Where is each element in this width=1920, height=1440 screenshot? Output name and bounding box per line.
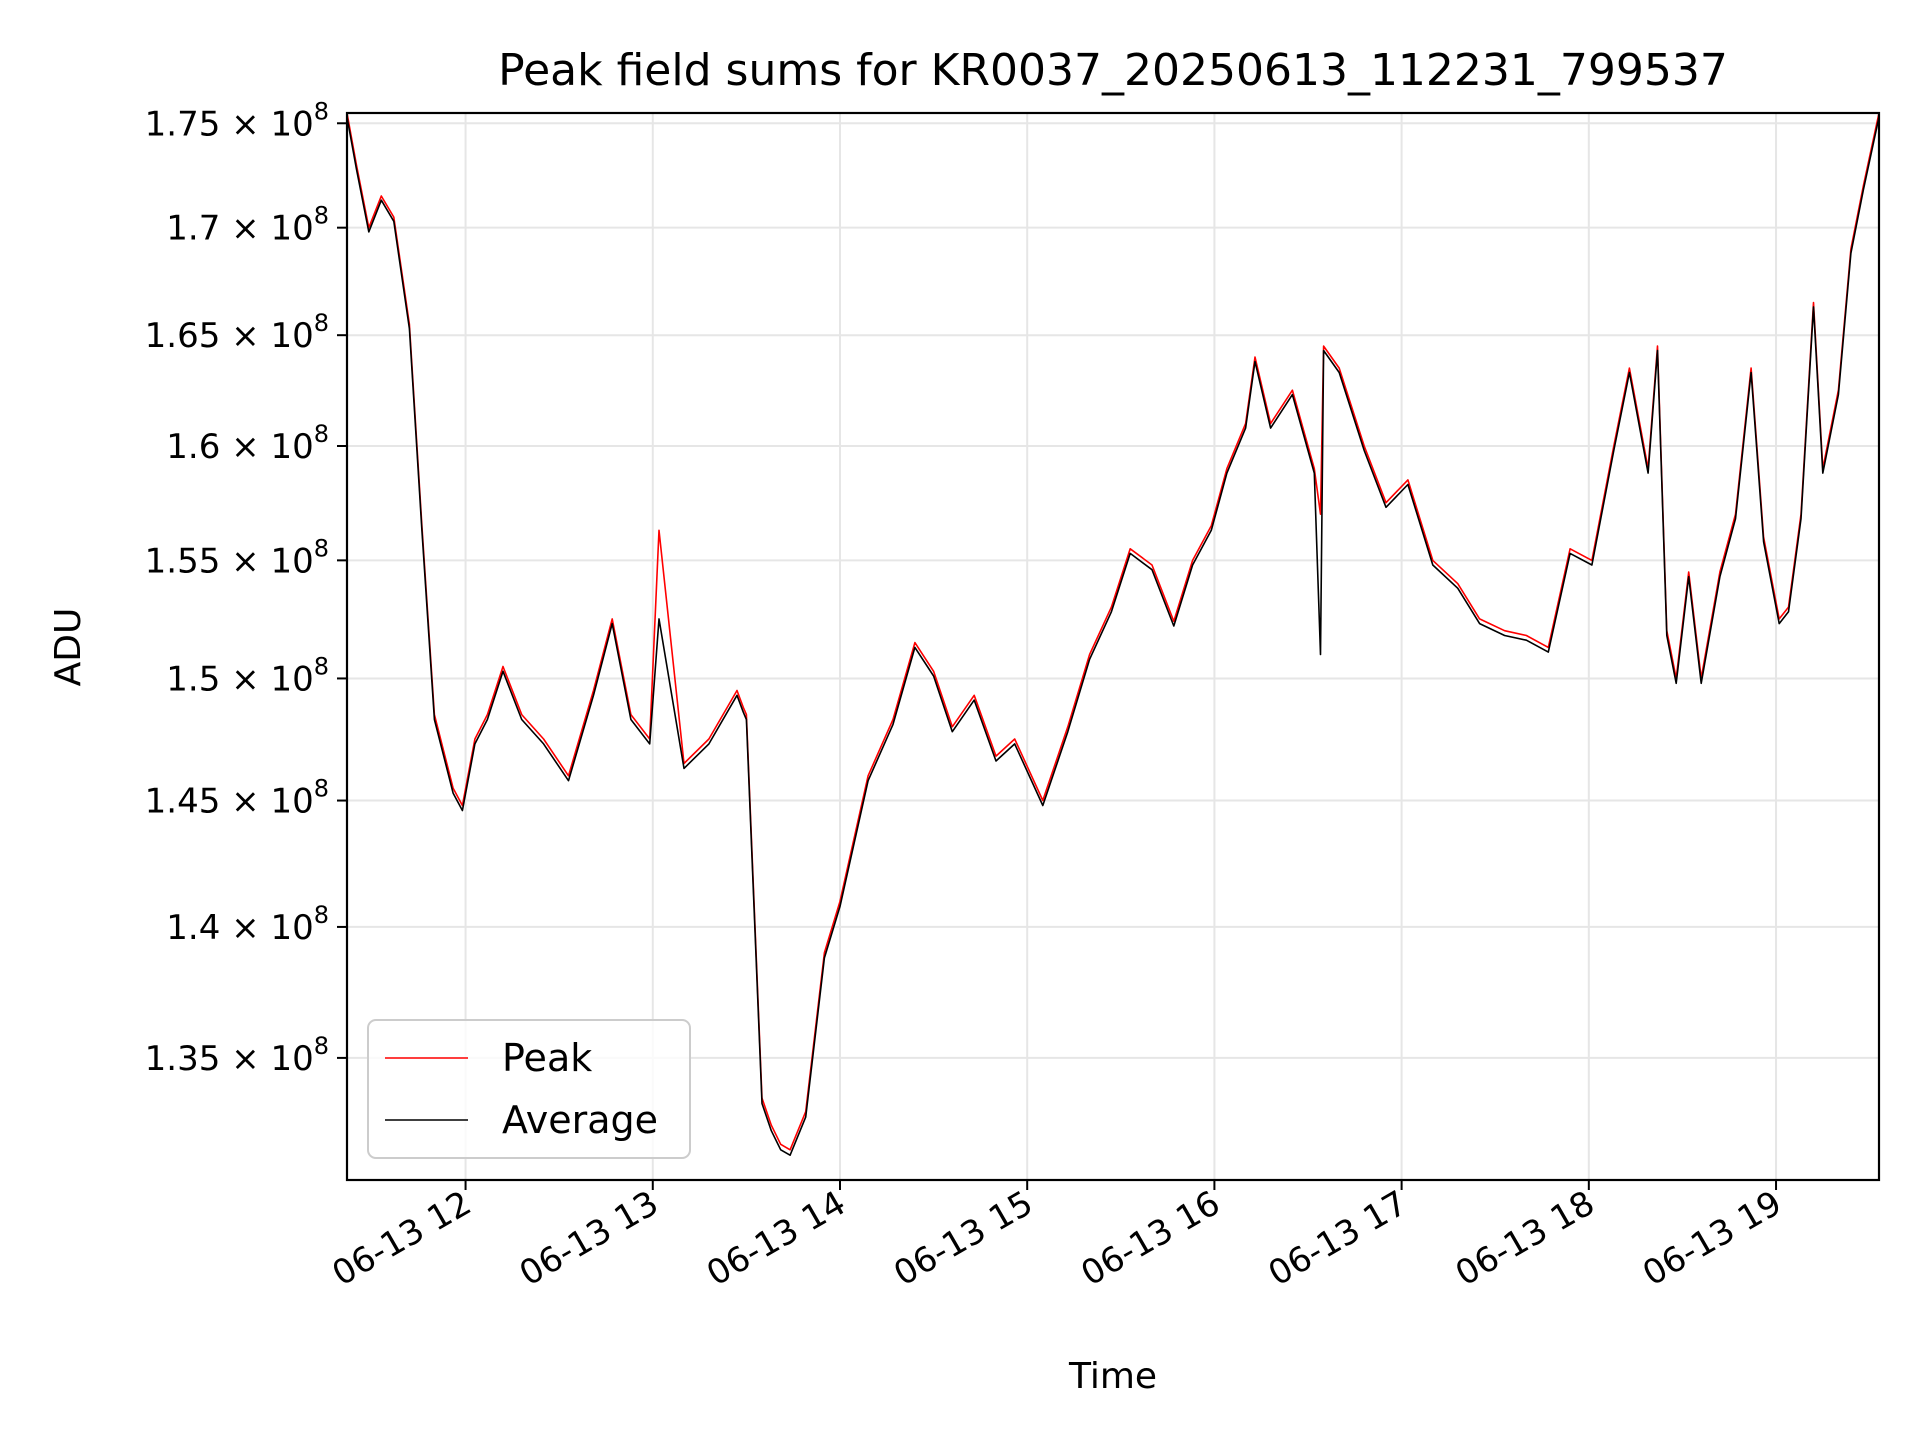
legend-box xyxy=(367,1019,691,1159)
y-tick-mantissa: 1.75 xyxy=(145,104,221,144)
x-axis-title: Time xyxy=(1068,1356,1157,1397)
legend-label-peak: Peak xyxy=(502,1036,592,1080)
y-tick-mantissa: 1.5 xyxy=(166,659,220,699)
times-sign: × 10 xyxy=(220,209,313,249)
times-sign: × 10 xyxy=(220,104,313,144)
y-axis-title: ADU xyxy=(48,608,89,687)
y-tick-exponent: 8 xyxy=(314,420,329,448)
y-tick-label: 1.65 × 108 xyxy=(145,309,329,356)
y-tick-mantissa: 1.7 xyxy=(166,209,220,249)
y-tick-exponent: 8 xyxy=(314,901,329,929)
y-tick-exponent: 8 xyxy=(314,534,329,562)
y-tick-exponent: 8 xyxy=(314,309,329,337)
y-tick-label: 1.7 × 108 xyxy=(166,202,329,249)
series-line-peak xyxy=(346,112,1880,1151)
times-sign: × 10 xyxy=(220,782,313,822)
series-line-average xyxy=(346,116,1880,1156)
y-tick-label: 1.75 × 108 xyxy=(145,97,329,144)
chart-title: Peak field sums for KR0037_20250613_1122… xyxy=(498,45,1728,96)
grid-lines xyxy=(347,113,1879,1180)
times-sign: × 10 xyxy=(220,659,313,699)
y-tick-exponent: 8 xyxy=(314,1032,329,1060)
legend-label-average: Average xyxy=(502,1098,658,1142)
y-tick-label: 1.45 × 108 xyxy=(145,775,329,822)
series-lines xyxy=(346,112,1880,1156)
y-tick-label: 1.55 × 108 xyxy=(145,534,329,581)
y-tick-exponent: 8 xyxy=(314,775,329,803)
times-sign: × 10 xyxy=(220,1039,313,1079)
y-tick-label: 1.6 × 108 xyxy=(166,420,329,467)
y-tick-exponent: 8 xyxy=(314,202,329,230)
y-tick-mantissa: 1.4 xyxy=(166,908,220,948)
y-tick-label: 1.5 × 108 xyxy=(166,652,329,699)
times-sign: × 10 xyxy=(220,541,313,581)
times-sign: × 10 xyxy=(220,427,313,467)
y-tick-mantissa: 1.55 xyxy=(145,541,221,581)
plot-frame xyxy=(345,111,1881,1182)
times-sign: × 10 xyxy=(220,908,313,948)
y-tick-mantissa: 1.35 xyxy=(145,1039,221,1079)
y-tick-mantissa: 1.65 xyxy=(145,316,221,356)
legend: Peak Average xyxy=(367,1019,691,1159)
y-tick-label: 1.35 × 108 xyxy=(145,1032,329,1079)
y-tick-exponent: 8 xyxy=(314,652,329,680)
y-tick-exponent: 8 xyxy=(314,97,329,125)
y-tick-mantissa: 1.6 xyxy=(166,427,220,467)
y-tick-label: 1.4 × 108 xyxy=(166,901,329,948)
y-tick-mantissa: 1.45 xyxy=(145,782,221,822)
times-sign: × 10 xyxy=(220,316,313,356)
